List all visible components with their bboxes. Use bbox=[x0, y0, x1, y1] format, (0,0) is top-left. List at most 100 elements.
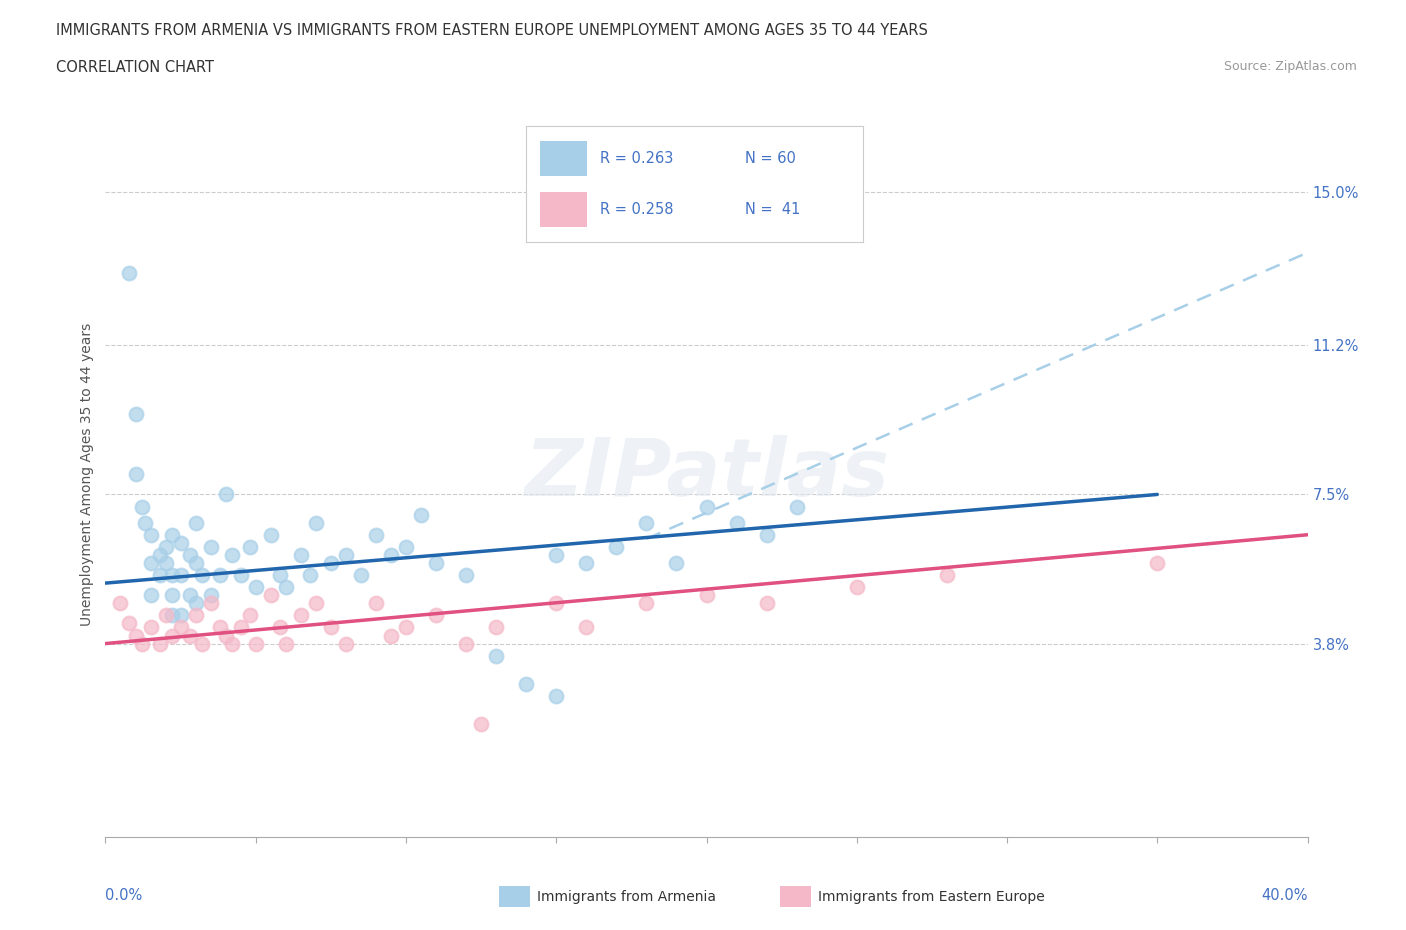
Point bbox=[515, 676, 537, 691]
Point bbox=[319, 620, 342, 635]
Point bbox=[155, 608, 177, 623]
Point bbox=[110, 596, 132, 611]
Text: 40.0%: 40.0% bbox=[1261, 888, 1308, 903]
Point bbox=[134, 515, 156, 530]
Text: IMMIGRANTS FROM ARMENIA VS IMMIGRANTS FROM EASTERN EUROPE UNEMPLOYMENT AMONG AGE: IMMIGRANTS FROM ARMENIA VS IMMIGRANTS FR… bbox=[56, 23, 928, 38]
Point bbox=[179, 588, 201, 603]
Point bbox=[200, 596, 222, 611]
Point bbox=[139, 588, 162, 603]
Text: CORRELATION CHART: CORRELATION CHART bbox=[56, 60, 214, 75]
Point bbox=[245, 579, 267, 594]
Point bbox=[575, 555, 598, 570]
Point bbox=[786, 499, 808, 514]
Point bbox=[546, 548, 568, 563]
Point bbox=[305, 515, 328, 530]
Point bbox=[131, 499, 153, 514]
Point bbox=[395, 620, 418, 635]
Point bbox=[725, 515, 748, 530]
Point bbox=[148, 548, 170, 563]
Point bbox=[696, 499, 718, 514]
Point bbox=[395, 539, 418, 554]
Point bbox=[214, 628, 236, 643]
Point bbox=[184, 608, 207, 623]
Point bbox=[221, 636, 243, 651]
Point bbox=[425, 555, 447, 570]
Point bbox=[260, 527, 283, 542]
Point bbox=[298, 567, 321, 582]
Point bbox=[290, 608, 312, 623]
Point bbox=[335, 548, 357, 563]
Point bbox=[755, 596, 778, 611]
Point bbox=[319, 555, 342, 570]
Point bbox=[160, 527, 183, 542]
Point bbox=[169, 567, 191, 582]
Point bbox=[200, 588, 222, 603]
Point bbox=[274, 636, 297, 651]
Point bbox=[190, 567, 212, 582]
Point bbox=[184, 555, 207, 570]
Point bbox=[169, 620, 191, 635]
Point bbox=[239, 608, 262, 623]
Point bbox=[290, 548, 312, 563]
Point bbox=[239, 539, 262, 554]
Point bbox=[229, 567, 252, 582]
Point bbox=[124, 406, 146, 421]
Point bbox=[364, 527, 387, 542]
Point bbox=[148, 636, 170, 651]
Point bbox=[409, 507, 432, 522]
Point bbox=[470, 717, 492, 732]
Point bbox=[485, 620, 508, 635]
Point bbox=[221, 548, 243, 563]
Point bbox=[160, 608, 183, 623]
Point bbox=[139, 527, 162, 542]
Point bbox=[169, 608, 191, 623]
Point bbox=[546, 688, 568, 703]
Point bbox=[936, 567, 959, 582]
Point bbox=[118, 265, 141, 280]
Point bbox=[575, 620, 598, 635]
Point bbox=[260, 588, 283, 603]
Point bbox=[229, 620, 252, 635]
Text: Immigrants from Eastern Europe: Immigrants from Eastern Europe bbox=[818, 889, 1045, 904]
Point bbox=[184, 596, 207, 611]
Point bbox=[118, 616, 141, 631]
Point bbox=[636, 596, 658, 611]
Point bbox=[636, 515, 658, 530]
Point bbox=[245, 636, 267, 651]
Point bbox=[454, 567, 477, 582]
Point bbox=[124, 467, 146, 482]
Point bbox=[124, 628, 146, 643]
Point bbox=[274, 579, 297, 594]
Point bbox=[425, 608, 447, 623]
Point bbox=[179, 548, 201, 563]
Point bbox=[845, 579, 868, 594]
Point bbox=[364, 596, 387, 611]
Point bbox=[696, 588, 718, 603]
Point bbox=[335, 636, 357, 651]
Point bbox=[160, 588, 183, 603]
Point bbox=[546, 596, 568, 611]
Point bbox=[160, 567, 183, 582]
Y-axis label: Unemployment Among Ages 35 to 44 years: Unemployment Among Ages 35 to 44 years bbox=[80, 323, 94, 626]
Point bbox=[269, 567, 291, 582]
Text: Immigrants from Armenia: Immigrants from Armenia bbox=[537, 889, 716, 904]
Point bbox=[179, 628, 201, 643]
Point bbox=[200, 539, 222, 554]
Point bbox=[169, 536, 191, 551]
Text: ZIPatlas: ZIPatlas bbox=[524, 435, 889, 513]
Point bbox=[454, 636, 477, 651]
Point bbox=[184, 515, 207, 530]
Text: Source: ZipAtlas.com: Source: ZipAtlas.com bbox=[1223, 60, 1357, 73]
Point bbox=[605, 539, 627, 554]
Point bbox=[139, 555, 162, 570]
Text: 0.0%: 0.0% bbox=[105, 888, 142, 903]
Point bbox=[155, 555, 177, 570]
Point bbox=[155, 539, 177, 554]
Point bbox=[214, 487, 236, 502]
Point bbox=[190, 636, 212, 651]
Point bbox=[665, 555, 688, 570]
Point bbox=[269, 620, 291, 635]
Point bbox=[485, 648, 508, 663]
Point bbox=[208, 567, 231, 582]
Point bbox=[139, 620, 162, 635]
